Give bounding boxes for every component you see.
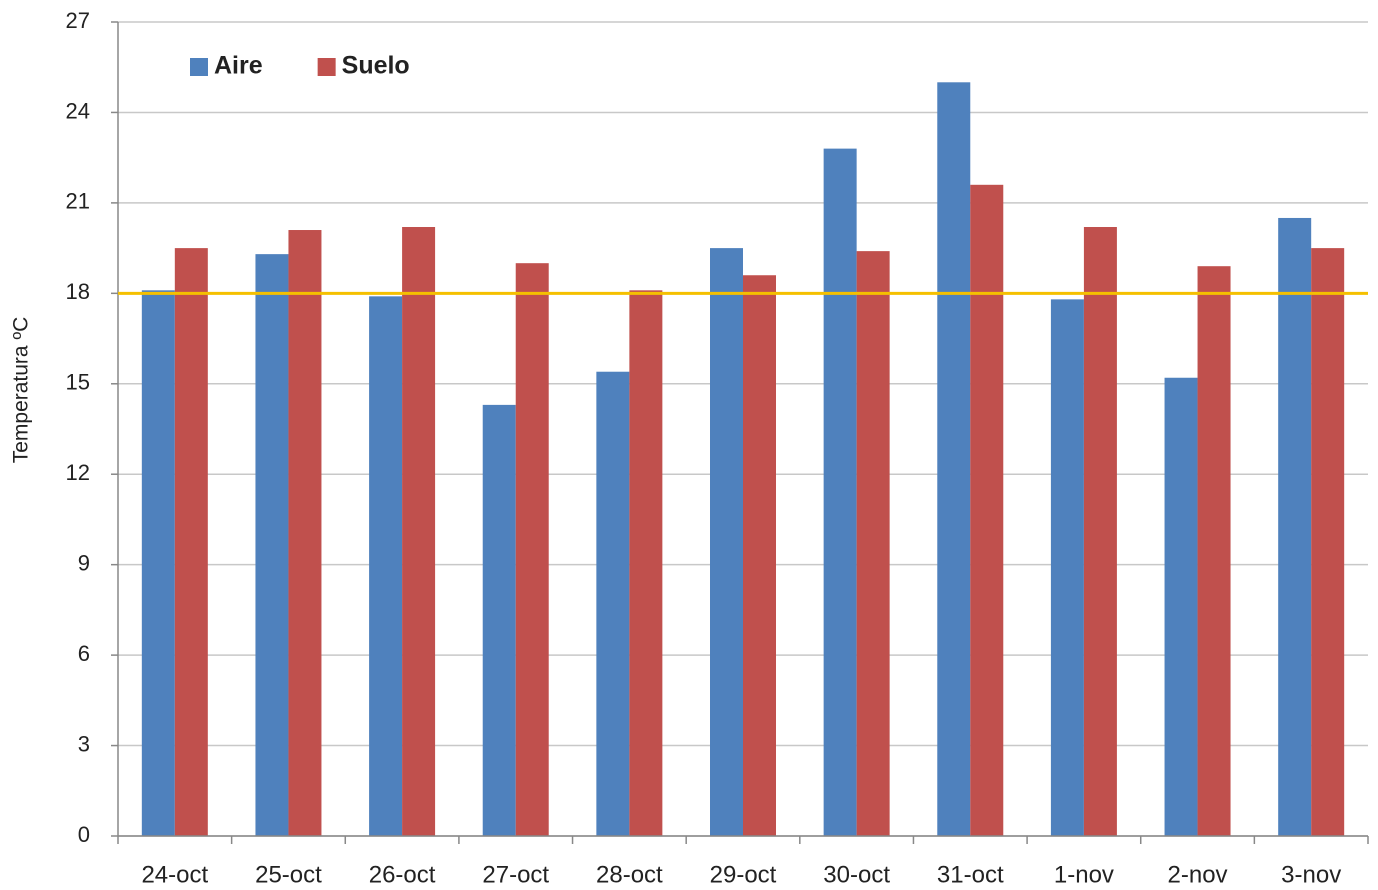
bar bbox=[710, 248, 743, 837]
bar bbox=[1278, 217, 1312, 837]
bar bbox=[174, 248, 208, 837]
bar bbox=[970, 184, 1004, 837]
y-tick-label: 6 bbox=[78, 641, 90, 666]
bar bbox=[629, 290, 663, 837]
y-tick-label: 15 bbox=[66, 370, 90, 395]
y-tick-label: 12 bbox=[66, 460, 90, 485]
y-axis-label: Temperatura ºC bbox=[10, 317, 33, 464]
y-tick-label: 3 bbox=[78, 731, 90, 756]
y-tick-label: 27 bbox=[66, 8, 90, 33]
bar bbox=[288, 230, 322, 836]
bar bbox=[1050, 299, 1084, 836]
x-tick-label: 24-oct bbox=[141, 861, 208, 888]
x-tick-label: 1-nov bbox=[1054, 861, 1114, 888]
x-tick-label: 28-oct bbox=[596, 861, 663, 888]
bar bbox=[856, 251, 890, 837]
bar bbox=[937, 82, 971, 837]
bar bbox=[1164, 377, 1198, 836]
bar bbox=[482, 404, 516, 836]
y-tick-label: 18 bbox=[66, 279, 90, 304]
x-tick-label: 29-oct bbox=[710, 861, 777, 888]
bar bbox=[596, 371, 630, 836]
bar bbox=[402, 227, 436, 837]
x-tick-label: 2-nov bbox=[1168, 861, 1228, 888]
y-tick-label: 9 bbox=[78, 550, 90, 575]
bar bbox=[1311, 248, 1345, 837]
bar bbox=[515, 263, 549, 836]
bar bbox=[743, 275, 776, 836]
x-tick-label: 27-oct bbox=[482, 861, 549, 888]
bar bbox=[823, 148, 857, 837]
bar bbox=[369, 296, 403, 836]
legend-swatch bbox=[190, 58, 208, 76]
legend-swatch bbox=[317, 58, 336, 76]
legend-label: Suelo bbox=[342, 52, 410, 80]
x-tick-label: 25-oct bbox=[255, 861, 322, 888]
x-tick-label: 31-oct bbox=[937, 861, 1004, 888]
bar bbox=[1083, 227, 1117, 837]
bar bbox=[141, 290, 175, 837]
y-tick-label: 24 bbox=[66, 98, 90, 123]
y-tick-label: 0 bbox=[78, 822, 90, 847]
bar bbox=[1197, 266, 1231, 836]
bar bbox=[255, 254, 289, 836]
x-tick-label: 3-nov bbox=[1281, 861, 1341, 888]
x-tick-label: 26-oct bbox=[369, 861, 436, 888]
x-tick-label: 30-oct bbox=[823, 861, 890, 888]
legend-label: Aire bbox=[214, 52, 263, 80]
y-tick-label: 21 bbox=[66, 189, 90, 214]
